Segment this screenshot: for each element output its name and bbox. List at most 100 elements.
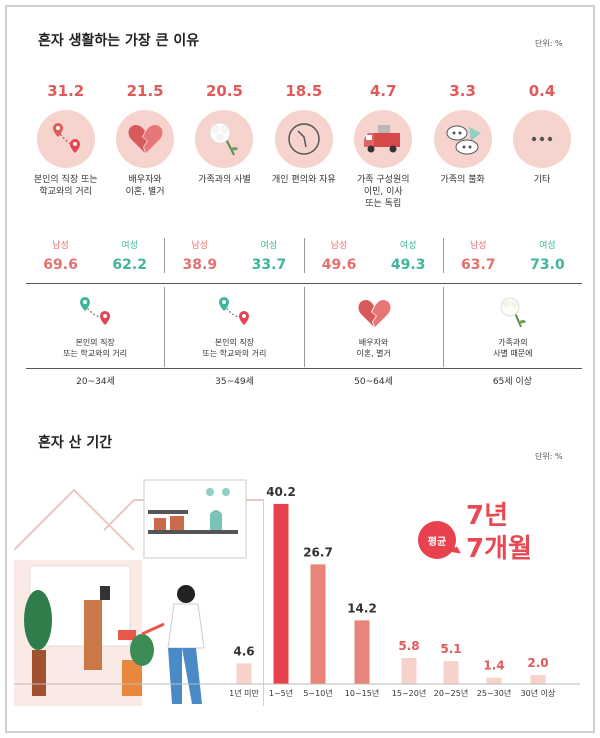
age-group-reason: 배우자와 이혼, 별거 bbox=[303, 287, 443, 367]
female-value: 49.3 bbox=[390, 257, 426, 273]
age-group-gender: 남성 69.6 여성 62.2 bbox=[26, 238, 164, 273]
bar-5 bbox=[443, 661, 459, 684]
average-years: 7년 bbox=[466, 501, 509, 531]
reason-label: 가족과의 사별 bbox=[198, 175, 251, 185]
reason-label: 가족의 불화 bbox=[440, 175, 485, 185]
female-label: 여성 bbox=[399, 241, 417, 251]
reason-item: 18.5 개인 편의와 자유 bbox=[264, 82, 343, 210]
reason-icon-circle bbox=[513, 110, 572, 168]
reason-item: 3.3 가족의 불화 bbox=[423, 82, 502, 210]
divider bbox=[26, 368, 582, 369]
reason-value: 3.3 bbox=[449, 82, 476, 100]
reason-icon-circle bbox=[354, 110, 413, 168]
reason-value: 21.5 bbox=[126, 82, 164, 100]
reason-label: 가족 구성원의 이민, 이사 또는 독립 bbox=[356, 175, 410, 210]
reason-label: 개인 편의와 자유 bbox=[272, 175, 336, 185]
reason-item: 21.5 배우자와 이혼, 별거 bbox=[105, 82, 184, 210]
average-value: 7년 7개월 bbox=[466, 500, 532, 565]
age-labels: 20~34세 35~49세 50~64세 65세 이상 bbox=[26, 374, 582, 387]
bar-value-label-0: 4.6 bbox=[233, 644, 254, 658]
broken-heart-icon bbox=[358, 300, 391, 327]
age-group-reason: 가족과의 사별 때문에 bbox=[442, 287, 582, 367]
section1-title: 혼자 생활하는 가장 큰 이유 bbox=[38, 33, 200, 49]
category-label-0: 1년 미만 bbox=[229, 688, 259, 698]
category-label-6: 25~30년 bbox=[477, 688, 511, 698]
age-label: 50~64세 bbox=[354, 377, 393, 387]
reason-icon-circle bbox=[274, 110, 333, 168]
age-group-gender: 남성 38.9 여성 33.7 bbox=[164, 238, 303, 273]
age-group-reason-label: 배우자와 이혼, 별거 bbox=[356, 338, 391, 359]
bar-value-label-2: 26.7 bbox=[303, 545, 333, 559]
age-group-reason-label: 본인의 직장 또는 학교와의 거리 bbox=[63, 338, 128, 359]
reason-label: 기타 bbox=[533, 175, 551, 185]
bar-1 bbox=[273, 503, 289, 684]
divider bbox=[26, 283, 582, 284]
map-pin-route-icon bbox=[80, 297, 111, 325]
conflict-icon bbox=[446, 125, 481, 155]
age-label: 65세 이상 bbox=[492, 377, 533, 387]
male-value: 63.7 bbox=[461, 257, 496, 273]
category-label-5: 20~25년 bbox=[434, 688, 468, 698]
reason-value: 18.5 bbox=[285, 82, 323, 100]
reason-item: 0.4 기타 bbox=[502, 82, 581, 210]
female-label: 여성 bbox=[260, 241, 278, 251]
age-group-reason-label: 가족과의 사별 때문에 bbox=[493, 338, 533, 359]
bar-6 bbox=[486, 677, 502, 684]
reason-value: 20.5 bbox=[205, 82, 243, 100]
white-flower-icon bbox=[209, 122, 239, 156]
category-label-3: 10~15년 bbox=[345, 688, 379, 698]
reason-icon-circle bbox=[433, 110, 492, 168]
average-months: 7개월 bbox=[466, 533, 532, 564]
age-label: 35~49세 bbox=[215, 377, 254, 387]
bar-3 bbox=[354, 620, 370, 684]
ellipsis-icon bbox=[531, 136, 553, 142]
bar-0 bbox=[236, 663, 252, 684]
bar-value-label-5: 5.1 bbox=[440, 642, 461, 656]
reason-item: 4.7 가족 구성원의 이민, 이사 또는 독립 bbox=[344, 82, 423, 210]
broken-heart-icon bbox=[128, 125, 163, 153]
bar-7 bbox=[530, 675, 546, 684]
moving-truck-icon bbox=[364, 125, 401, 153]
age-group-reason: 본인의 직장 또는 학교와의 거리 bbox=[164, 287, 303, 367]
bar-4 bbox=[401, 658, 417, 684]
age-group-reason-label: 본인의 직장 또는 학교와의 거리 bbox=[202, 338, 267, 359]
age-group-reason: 본인의 직장 또는 학교와의 거리 bbox=[26, 287, 164, 367]
reason-value: 31.2 bbox=[47, 82, 85, 100]
section1-unit: 단위: % bbox=[535, 39, 563, 48]
category-label-1: 1~5년 bbox=[269, 688, 293, 698]
age-group-reasons: 본인의 직장 또는 학교와의 거리 본인의 직장 또는 학교와의 거리 배우자와… bbox=[26, 287, 582, 367]
reasons-row: 31.2 본인의 직장 또는 학교와의 거리 21.5 배우자와 이혼, 별거 … bbox=[26, 82, 582, 210]
reason-value: 4.7 bbox=[369, 82, 397, 100]
female-value: 62.2 bbox=[112, 257, 147, 273]
age-label: 20~34세 bbox=[76, 377, 115, 387]
female-value: 73.0 bbox=[530, 257, 565, 273]
reason-label: 본인의 직장 또는 학교와의 거리 bbox=[33, 175, 98, 198]
bar-value-label-7: 2.0 bbox=[527, 656, 548, 670]
female-label: 여성 bbox=[539, 241, 556, 251]
male-label: 남성 bbox=[191, 241, 209, 251]
reason-value: 0.4 bbox=[528, 82, 556, 100]
reason-icon-circle bbox=[195, 110, 254, 168]
reason-icon-circle bbox=[116, 110, 175, 168]
gender-comparison: 남성 69.6 여성 62.2 남성 38.9 여성 33.7 남성 49.6 여성 49.… bbox=[26, 238, 582, 273]
reason-icon-circle bbox=[36, 110, 95, 168]
average-badge: 평균 bbox=[418, 521, 456, 559]
reason-label: 배우자와 이혼, 별거 bbox=[125, 175, 165, 198]
male-label: 남성 bbox=[330, 241, 348, 251]
bar-value-label-6: 1.4 bbox=[483, 659, 504, 673]
section2-title: 혼자 산 기간 bbox=[38, 435, 113, 451]
bar-value-label-1: 40.2 bbox=[266, 485, 296, 499]
female-label: 여성 bbox=[121, 241, 138, 251]
category-label-7: 30년 이상 bbox=[521, 688, 556, 698]
male-label: 남성 bbox=[470, 241, 487, 251]
bar-2 bbox=[310, 564, 326, 684]
age-group-gender: 남성 49.6 여성 49.3 bbox=[303, 238, 443, 273]
map-pin-route-icon bbox=[219, 297, 250, 325]
white-flower-icon bbox=[500, 297, 526, 328]
category-label-2: 5~10년 bbox=[303, 688, 332, 698]
section2-unit: 단위: % bbox=[535, 452, 563, 461]
bar-value-label-4: 5.8 bbox=[398, 639, 419, 653]
infographic-frame bbox=[5, 5, 595, 733]
male-label: 남성 bbox=[52, 241, 69, 251]
